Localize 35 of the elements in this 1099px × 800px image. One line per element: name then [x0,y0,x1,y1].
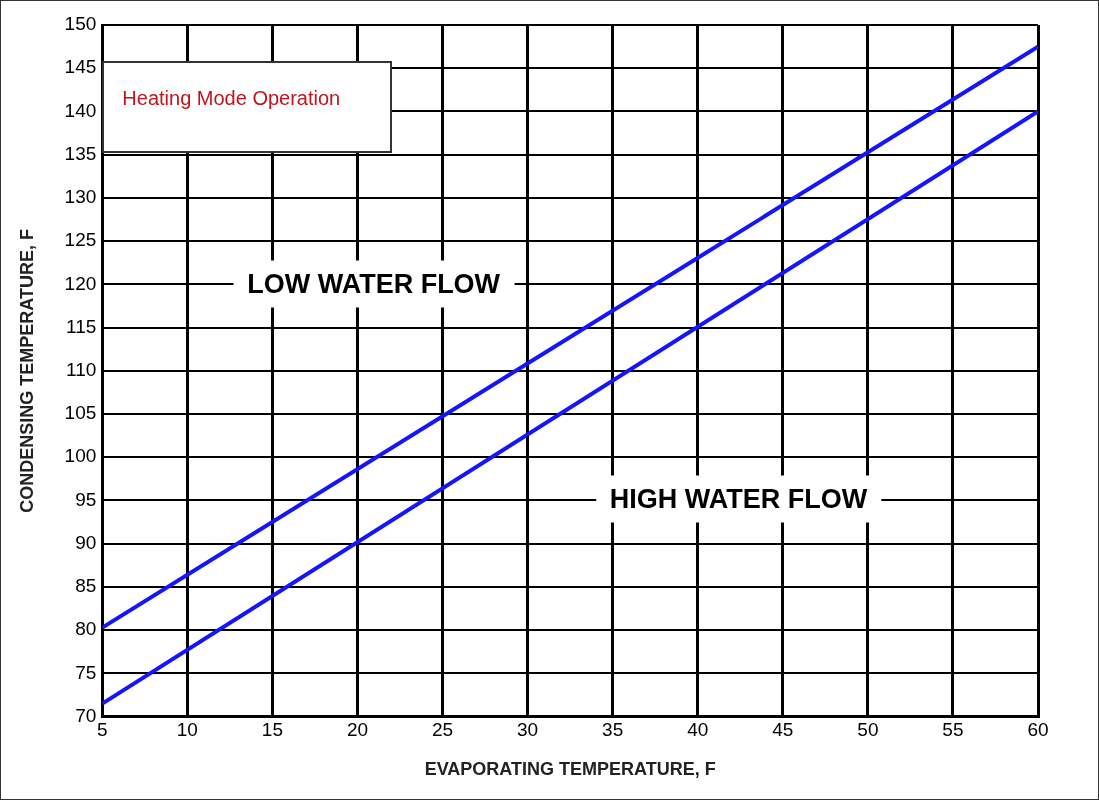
x-tick-label: 60 [1027,719,1049,741]
x-tick-label: 15 [261,719,283,741]
y-tick-label: 70 [75,704,97,726]
y-tick-label: 95 [75,488,97,510]
y-tick-label: 75 [75,661,97,683]
y-tick-label: 115 [66,315,97,337]
annotation: LOW WATER FLOW [233,260,515,308]
y-tick-label: 85 [75,575,97,597]
y-tick-label: 90 [75,531,97,553]
x-tick-label: 30 [517,719,539,741]
y-tick-label: 100 [64,445,97,467]
caption-box: Heating Mode Operation [102,60,393,153]
x-tick-label: 35 [602,719,624,741]
y-tick-label: 120 [64,272,97,294]
annotation: Heating Mode Operation [122,86,341,110]
y-tick-label: 135 [64,142,97,164]
y-tick-label: 150 [64,13,97,35]
y-tick-label: 110 [66,359,97,381]
y-tick-label: 80 [75,618,97,640]
x-tick-label: 20 [346,719,369,741]
y-tick-label: 125 [64,229,97,251]
y-axis-title: CONDENSING TEMPERATURE, F [16,228,37,513]
x-tick-label: 40 [687,719,709,741]
x-tick-label: 25 [431,719,454,741]
x-tick-label: 10 [176,719,198,741]
x-tick-label: 5 [97,719,108,741]
x-tick-label: 50 [857,719,879,741]
annotation: HIGH WATER FLOW [595,475,882,523]
x-tick-label: 55 [942,719,964,741]
x-tick-label: 45 [772,719,794,741]
x-axis-title: EVAPORATING TEMPERATURE, F [424,759,716,780]
y-tick-label: 105 [64,402,97,424]
y-tick-label: 140 [64,99,97,121]
y-tick-label: 145 [64,56,97,78]
y-tick-label: 130 [64,186,97,208]
